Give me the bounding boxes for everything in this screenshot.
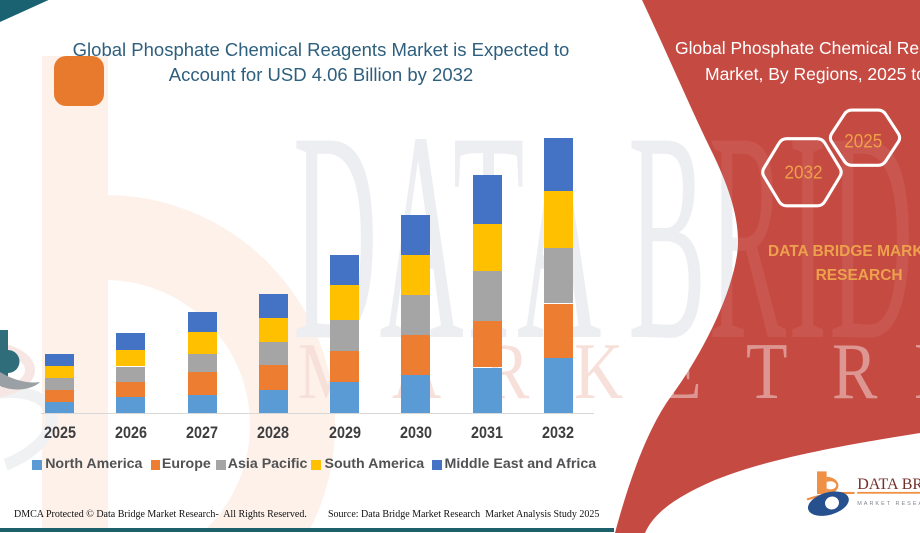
svg-text:2025: 2025 bbox=[844, 131, 882, 152]
svg-text:MARKET RESEARCH: MARKET RESEARCH bbox=[857, 501, 920, 507]
svg-text:2032: 2032 bbox=[785, 161, 823, 182]
svg-text:DATA BRIDGE: DATA BRIDGE bbox=[857, 476, 920, 493]
